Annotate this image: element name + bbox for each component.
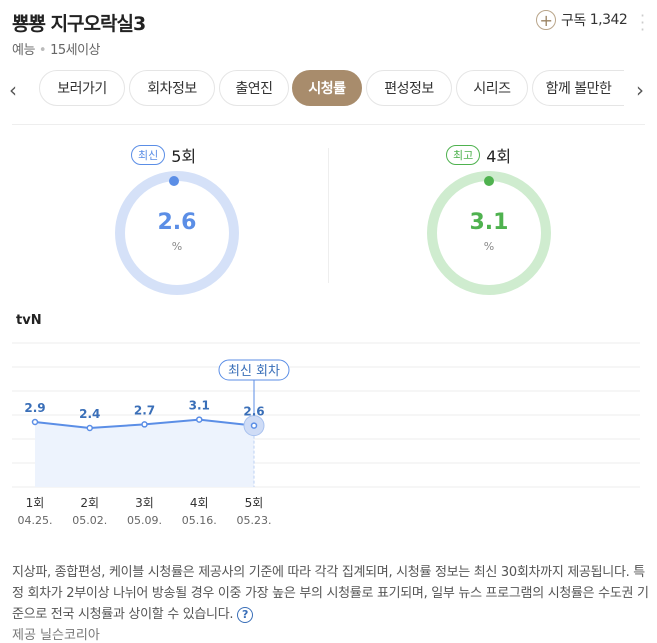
best-value: 3.1 (469, 210, 509, 235)
subscribe-button[interactable]: + 구독 1,342 (536, 10, 628, 30)
tab-series[interactable]: 시리즈 (456, 70, 528, 106)
more-options-icon[interactable]: · · · (640, 6, 646, 39)
genre: 예능 (12, 43, 35, 58)
x-tick-date: 05.09. (127, 514, 162, 527)
divider (12, 124, 645, 125)
best-episode: 4회 (486, 147, 512, 166)
best-header: 최고 4회 (446, 143, 511, 167)
program-meta: 예능 • 15세이상 (12, 43, 101, 58)
x-tick-episode: 1회 (26, 496, 45, 510)
best-badge: 최고 (446, 145, 481, 165)
tab-cast[interactable]: 출연진 (219, 70, 289, 106)
data-label: 2.4 (79, 407, 100, 421)
x-tick-episode: 5회 (245, 496, 264, 510)
latest-badge: 최신 (131, 145, 166, 165)
area-fill (35, 419, 254, 487)
data-label: 3.1 (189, 399, 210, 413)
plus-icon: + (536, 10, 556, 30)
scroll-right-arrow-icon[interactable]: › (636, 78, 644, 102)
best-donut (427, 171, 551, 295)
channel-label: tvN (16, 313, 42, 328)
notice-text: 지상파, 종합편성, 케이블 시청률은 제공사의 기준에 따라 각각 집계되며,… (12, 565, 649, 623)
data-label: 2.6 (243, 405, 264, 419)
help-icon[interactable]: ? (237, 607, 254, 623)
latest-marker (169, 176, 179, 186)
x-tick-episode: 3회 (135, 496, 154, 510)
tab-ratings[interactable]: 시청률 (292, 70, 362, 106)
tab-watch[interactable]: 보러가기 (39, 70, 125, 106)
x-tick-date: 05.02. (72, 514, 107, 527)
tab-episodes[interactable]: 회차정보 (129, 70, 215, 106)
data-point (250, 422, 258, 429)
ratings-chart: 최신 회차 2.9 1회 04.25. 2.4 2회 05.02. 2.7 3회 05.09. 3.… (12, 342, 640, 527)
latest-episode: 5회 (171, 147, 197, 166)
best-marker (484, 176, 494, 186)
latest-donut (115, 171, 239, 295)
x-tick-date: 04.25. (18, 514, 53, 527)
callout-label: 최신 회차 (228, 364, 280, 379)
callout-box (218, 359, 290, 381)
data-point (196, 416, 203, 423)
x-tick-episode: 2회 (80, 496, 99, 510)
data-point (86, 424, 93, 432)
data-source: 제공 닐슨코리아 (12, 628, 100, 643)
subscriber-count: 1,342 (589, 12, 628, 28)
data-point (141, 421, 148, 428)
data-label: 2.9 (24, 401, 45, 415)
data-label: 2.7 (134, 403, 155, 417)
latest-value: 2.6 (157, 210, 197, 235)
data-point (31, 418, 39, 426)
program-title: 뿅뿅 지구오락실3 (12, 13, 146, 35)
x-tick-episode: 4회 (190, 496, 209, 510)
tab-bar: 보러가기 회차정보 출연진 시청률 편성정보 시리즈 함께 볼만한 (0, 70, 657, 106)
x-tick-date: 05.23. (237, 514, 272, 527)
divider (328, 148, 329, 283)
x-tick-date: 05.16. (182, 514, 217, 527)
latest-header: 최신 5회 (131, 143, 196, 167)
age-rating: 15세이상 (50, 43, 101, 58)
latest-unit: % (171, 240, 183, 253)
tab-recommended[interactable]: 함께 볼만한 (532, 70, 624, 106)
scroll-left-arrow-icon[interactable]: ‹ (9, 78, 17, 102)
tab-schedule[interactable]: 편성정보 (366, 70, 452, 106)
best-unit: % (483, 240, 495, 253)
